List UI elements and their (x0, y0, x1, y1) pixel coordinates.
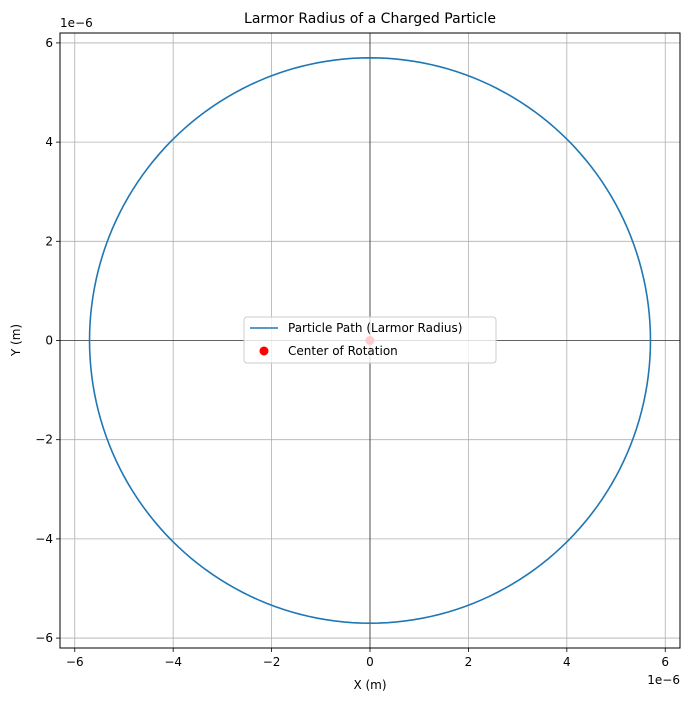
y-tick-label: 2 (45, 234, 53, 248)
y-offset-text: 1e−6 (60, 16, 93, 30)
x-tick-label: −2 (263, 655, 281, 669)
y-tick-label: 6 (45, 36, 53, 50)
legend: Particle Path (Larmor Radius) Center of … (243, 316, 497, 364)
x-tick-label: 4 (563, 655, 571, 669)
y-tick-label: −4 (35, 532, 53, 546)
legend-box (243, 316, 497, 364)
x-axis-label: X (m) (353, 678, 386, 692)
legend-label-path: Particle Path (Larmor Radius) (288, 321, 462, 335)
legend-label-center: Center of Rotation (288, 344, 398, 358)
x-tick-label: −6 (66, 655, 84, 669)
x-tick-label: 6 (661, 655, 669, 669)
y-tick-label: −6 (35, 631, 53, 645)
y-tick-label: 4 (45, 135, 53, 149)
y-tick-label: −2 (35, 433, 53, 447)
y-tick-label: 0 (45, 334, 53, 348)
legend-dot-marker (259, 346, 269, 356)
x-tick-label: 2 (465, 655, 473, 669)
particle-path-line (88, 56, 652, 625)
x-offset-text: 1e−6 (647, 673, 680, 687)
y-axis-label: Y (m) (9, 324, 23, 357)
x-tick-label: 0 (366, 655, 374, 669)
chart-title: Larmor Radius of a Charged Particle (244, 11, 496, 27)
ticks: −6 −4 −2 0 2 4 6 −6 −4 −2 0 2 4 6 (35, 36, 669, 669)
x-tick-label: −4 (164, 655, 182, 669)
